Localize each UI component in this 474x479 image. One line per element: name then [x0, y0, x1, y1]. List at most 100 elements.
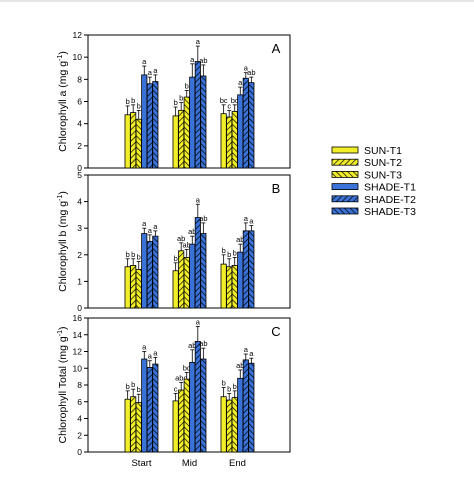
y-tick-label: 0: [77, 303, 82, 313]
y-tick-label: 14: [73, 330, 83, 340]
bar-SUN-T2-End: [226, 266, 233, 309]
y-tick-label: 10: [73, 52, 83, 62]
significance-letter: ab: [236, 235, 244, 244]
legend-swatch: [331, 183, 359, 191]
bar-SHADE-T1-End: [237, 94, 244, 169]
x-tick-label: Mid: [182, 458, 197, 469]
legend-label: SUN-T2: [364, 157, 402, 169]
significance-letter: b: [174, 98, 178, 107]
significance-letter: a: [196, 37, 201, 46]
y-tick-label: 4: [77, 119, 82, 129]
bar-SUN-T2-Start: [130, 265, 137, 309]
y-axis-label: Chlorophyll Total (mg g-1): [57, 327, 69, 444]
y-tick-label: 2: [77, 250, 82, 260]
bar-SHADE-T2-Mid: [194, 61, 201, 169]
significance-letter: b: [233, 248, 237, 257]
bar-SHADE-T3-Mid: [200, 358, 207, 453]
legend-swatch: [331, 146, 359, 154]
y-tick-label: 2: [77, 141, 82, 151]
bar-SUN-T2-Mid: [178, 250, 185, 309]
significance-letter: b: [126, 250, 130, 259]
bar-SHADE-T1-End: [237, 251, 244, 309]
significance-letter: a: [153, 222, 158, 231]
legend-label: SHADE-T2: [364, 194, 416, 206]
significance-letter: b: [126, 97, 130, 106]
legend-item: SHADE-T2: [331, 194, 416, 206]
bar-SHADE-T3-Mid: [200, 233, 207, 309]
bar-SUN-T3-Mid: [183, 257, 190, 309]
bar-SHADE-T2-Mid: [194, 217, 201, 309]
y-tick-label: 8: [77, 74, 82, 84]
y-tick-label: 3: [77, 223, 82, 233]
bar-SUN-T1-Start: [124, 114, 131, 169]
significance-letter: bc: [231, 96, 239, 105]
significance-letter: ab: [188, 341, 196, 350]
bar-SHADE-T1-Mid: [189, 361, 196, 453]
bar-SUN-T2-Mid: [178, 389, 185, 453]
bar-SHADE-T3-Mid: [200, 75, 207, 169]
bar-SHADE-T1-End: [237, 377, 244, 453]
significance-letter: a: [148, 352, 153, 361]
bar-SUN-T2-End: [226, 399, 233, 453]
significance-letter: b: [137, 101, 141, 110]
significance-letter: b: [222, 379, 226, 388]
significance-letter: b: [227, 384, 231, 393]
significance-letter: ab: [183, 240, 191, 249]
legend: SUN-T1SUN-T2SUN-T3SHADE-T1SHADE-T2SHADE-…: [331, 145, 416, 218]
bar-SUN-T1-Start: [124, 266, 131, 309]
legend-item: SUN-T1: [331, 145, 402, 157]
y-tick-label: 8: [77, 380, 82, 390]
y-tick-label: 12: [73, 347, 83, 357]
bar-SUN-T1-End: [220, 396, 227, 453]
bar-SHADE-T2-Start: [146, 83, 153, 169]
bar-SUN-T2-Start: [130, 396, 137, 453]
bar-SHADE-T3-Start: [152, 363, 159, 453]
significance-letter: bc: [220, 96, 228, 105]
significance-letter: ab: [247, 68, 255, 77]
significance-letter: a: [148, 226, 153, 235]
y-axis-label: Chlorophyll a (mg g-1): [57, 51, 69, 152]
significance-letter: a: [249, 349, 254, 358]
bar-SUN-T3-Start: [135, 402, 142, 453]
bar-SHADE-T1-Start: [141, 74, 148, 169]
legend-item: SHADE-T1: [331, 182, 416, 194]
significance-letter: abc: [175, 373, 187, 382]
x-tick-label: End: [229, 458, 246, 469]
significance-letter: b: [174, 254, 178, 263]
significance-letter: a: [196, 317, 201, 326]
significance-letter: ab: [199, 56, 207, 65]
y-tick-label: 4: [77, 414, 82, 424]
y-tick-label: 0: [77, 163, 82, 173]
significance-letter: b: [185, 81, 189, 90]
bar-SUN-T3-Mid: [183, 96, 190, 169]
bar-SUN-T3-End: [231, 397, 238, 453]
legend-label: SUN-T1: [364, 145, 402, 157]
y-tick-label: 16: [73, 313, 83, 323]
y-tick-label: 0: [77, 447, 82, 457]
bar-SHADE-T1-Start: [141, 358, 148, 453]
bar-SHADE-T2-End: [242, 359, 249, 453]
bar-SHADE-T2-Start: [146, 241, 153, 309]
bar-SUN-T2-End: [226, 116, 233, 169]
y-tick-label: 12: [73, 30, 83, 40]
significance-letter: c: [227, 101, 231, 110]
significance-letter: a: [142, 343, 147, 352]
y-axis-label: Chlorophyll b (mg g-1): [57, 191, 69, 292]
significance-letter: b: [137, 385, 141, 394]
bar-SUN-T1-Start: [124, 398, 131, 453]
significance-letter: ab: [199, 214, 207, 223]
legend-label: SHADE-T1: [364, 182, 416, 194]
significance-letter: a: [142, 57, 147, 66]
legend-item: SHADE-T3: [331, 206, 416, 218]
bar-SUN-T2-Start: [130, 112, 137, 169]
bar-SUN-T1-Mid: [172, 115, 179, 169]
bar-SHADE-T1-Start: [141, 233, 148, 309]
legend-label: SHADE-T3: [364, 206, 416, 218]
panel-label: C: [271, 324, 280, 339]
legend-item: SUN-T2: [331, 157, 402, 169]
significance-letter: ab: [177, 234, 185, 243]
panel-label: A: [272, 41, 281, 56]
